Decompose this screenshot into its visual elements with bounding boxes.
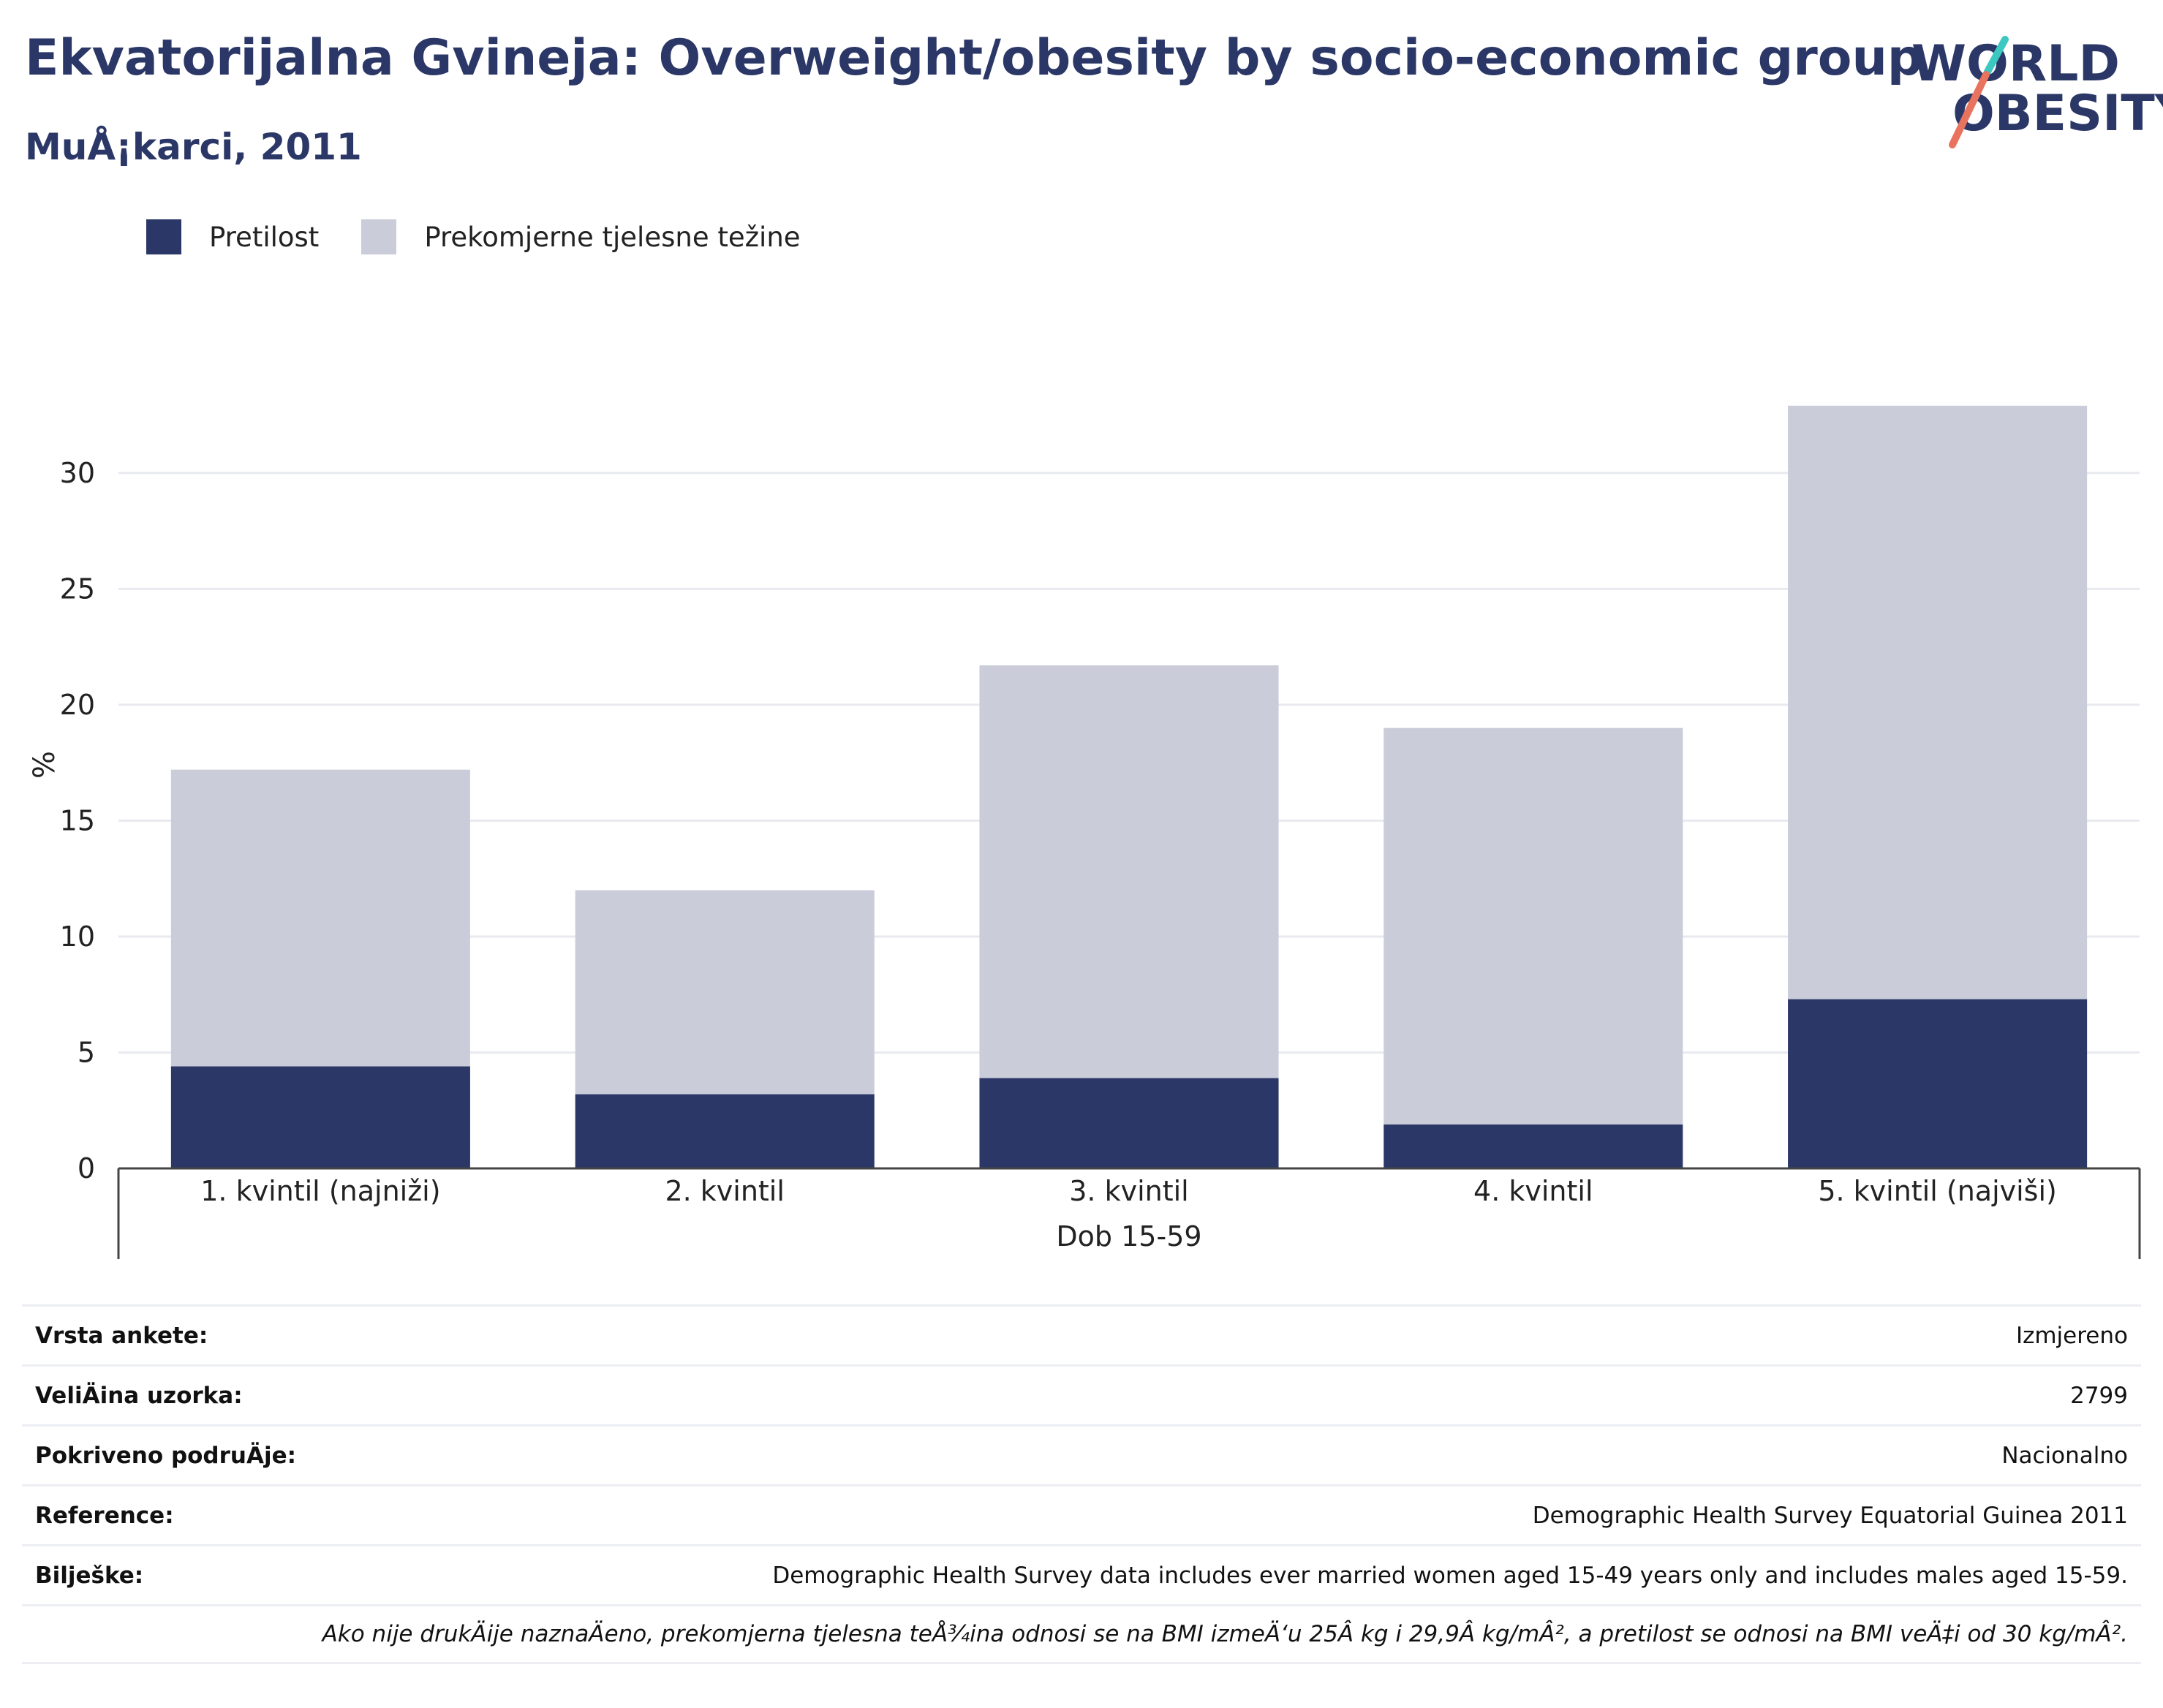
bar-pretilost <box>1788 1000 2087 1168</box>
y-tick-label: 5 <box>78 1036 95 1068</box>
x-axis-title: Dob 15-59 <box>1056 1220 1201 1252</box>
y-axis-title: % <box>28 751 61 779</box>
info-key: Vrsta ankete: <box>35 1323 208 1349</box>
info-row-survey-type: Vrsta ankete: Izmjereno <box>22 1304 2141 1364</box>
info-key: Bilješke: <box>35 1562 143 1589</box>
info-value: Demographic Health Survey data includes … <box>772 1562 2128 1589</box>
bar-pretilost <box>171 1066 470 1168</box>
footnote-text: Ako nije drukÄije naznaÄeno, prekomjer… <box>322 1621 2128 1647</box>
info-value: 2799 <box>2070 1383 2128 1409</box>
info-row-reference: Reference: Demographic Health Survey Equ… <box>22 1484 2141 1544</box>
x-tick-label: 5. kvintil (najviši) <box>1818 1175 2057 1207</box>
info-row-footnote: Ako nije drukÄije naznaÄeno, prekomjer… <box>22 1604 2141 1664</box>
info-row-notes: Bilješke: Demographic Health Survey data… <box>22 1544 2141 1604</box>
y-tick-label: 30 <box>60 457 95 489</box>
bar-prekomjerne <box>979 665 1278 1078</box>
bar-prekomjerne <box>575 891 875 1095</box>
info-key: Pokriveno podruÄje: <box>35 1443 296 1469</box>
info-key: Reference: <box>35 1503 174 1529</box>
x-tick-label: 1. kvintil (najniži) <box>200 1175 440 1207</box>
bar-prekomjerne <box>1384 728 1683 1125</box>
info-row-sample-size: VeliÄina uzorka: 2799 <box>22 1364 2141 1424</box>
bar-pretilost <box>1384 1125 1683 1168</box>
bar-prekomjerne <box>1788 406 2087 1000</box>
y-tick-label: 10 <box>60 921 95 953</box>
info-value: Izmjereno <box>2016 1323 2128 1349</box>
y-tick-label: 0 <box>78 1152 95 1184</box>
info-table: Vrsta ankete: Izmjereno VeliÄina uzorka… <box>22 1304 2141 1664</box>
y-tick-label: 15 <box>60 804 95 836</box>
bar-pretilost <box>979 1078 1278 1168</box>
x-tick-label: 2. kvintil <box>665 1175 785 1207</box>
y-tick-label: 20 <box>60 689 95 721</box>
info-key: VeliÄina uzorka: <box>35 1383 243 1409</box>
x-tick-label: 3. kvintil <box>1069 1175 1189 1207</box>
bar-chart: 0 5 10 15 20 25 30 1. kvintil (najniži) 2. kvint… <box>0 0 2163 1287</box>
bar-prekomjerne <box>171 770 470 1067</box>
y-tick-label: 25 <box>60 573 95 605</box>
bar-pretilost <box>575 1095 875 1168</box>
x-tick-label: 4. kvintil <box>1473 1175 1593 1207</box>
info-value: Demographic Health Survey Equatorial Gui… <box>1533 1503 2128 1529</box>
info-row-coverage: Pokriveno podruÄje: Nacionalno <box>22 1424 2141 1484</box>
info-value: Nacionalno <box>2001 1443 2128 1469</box>
